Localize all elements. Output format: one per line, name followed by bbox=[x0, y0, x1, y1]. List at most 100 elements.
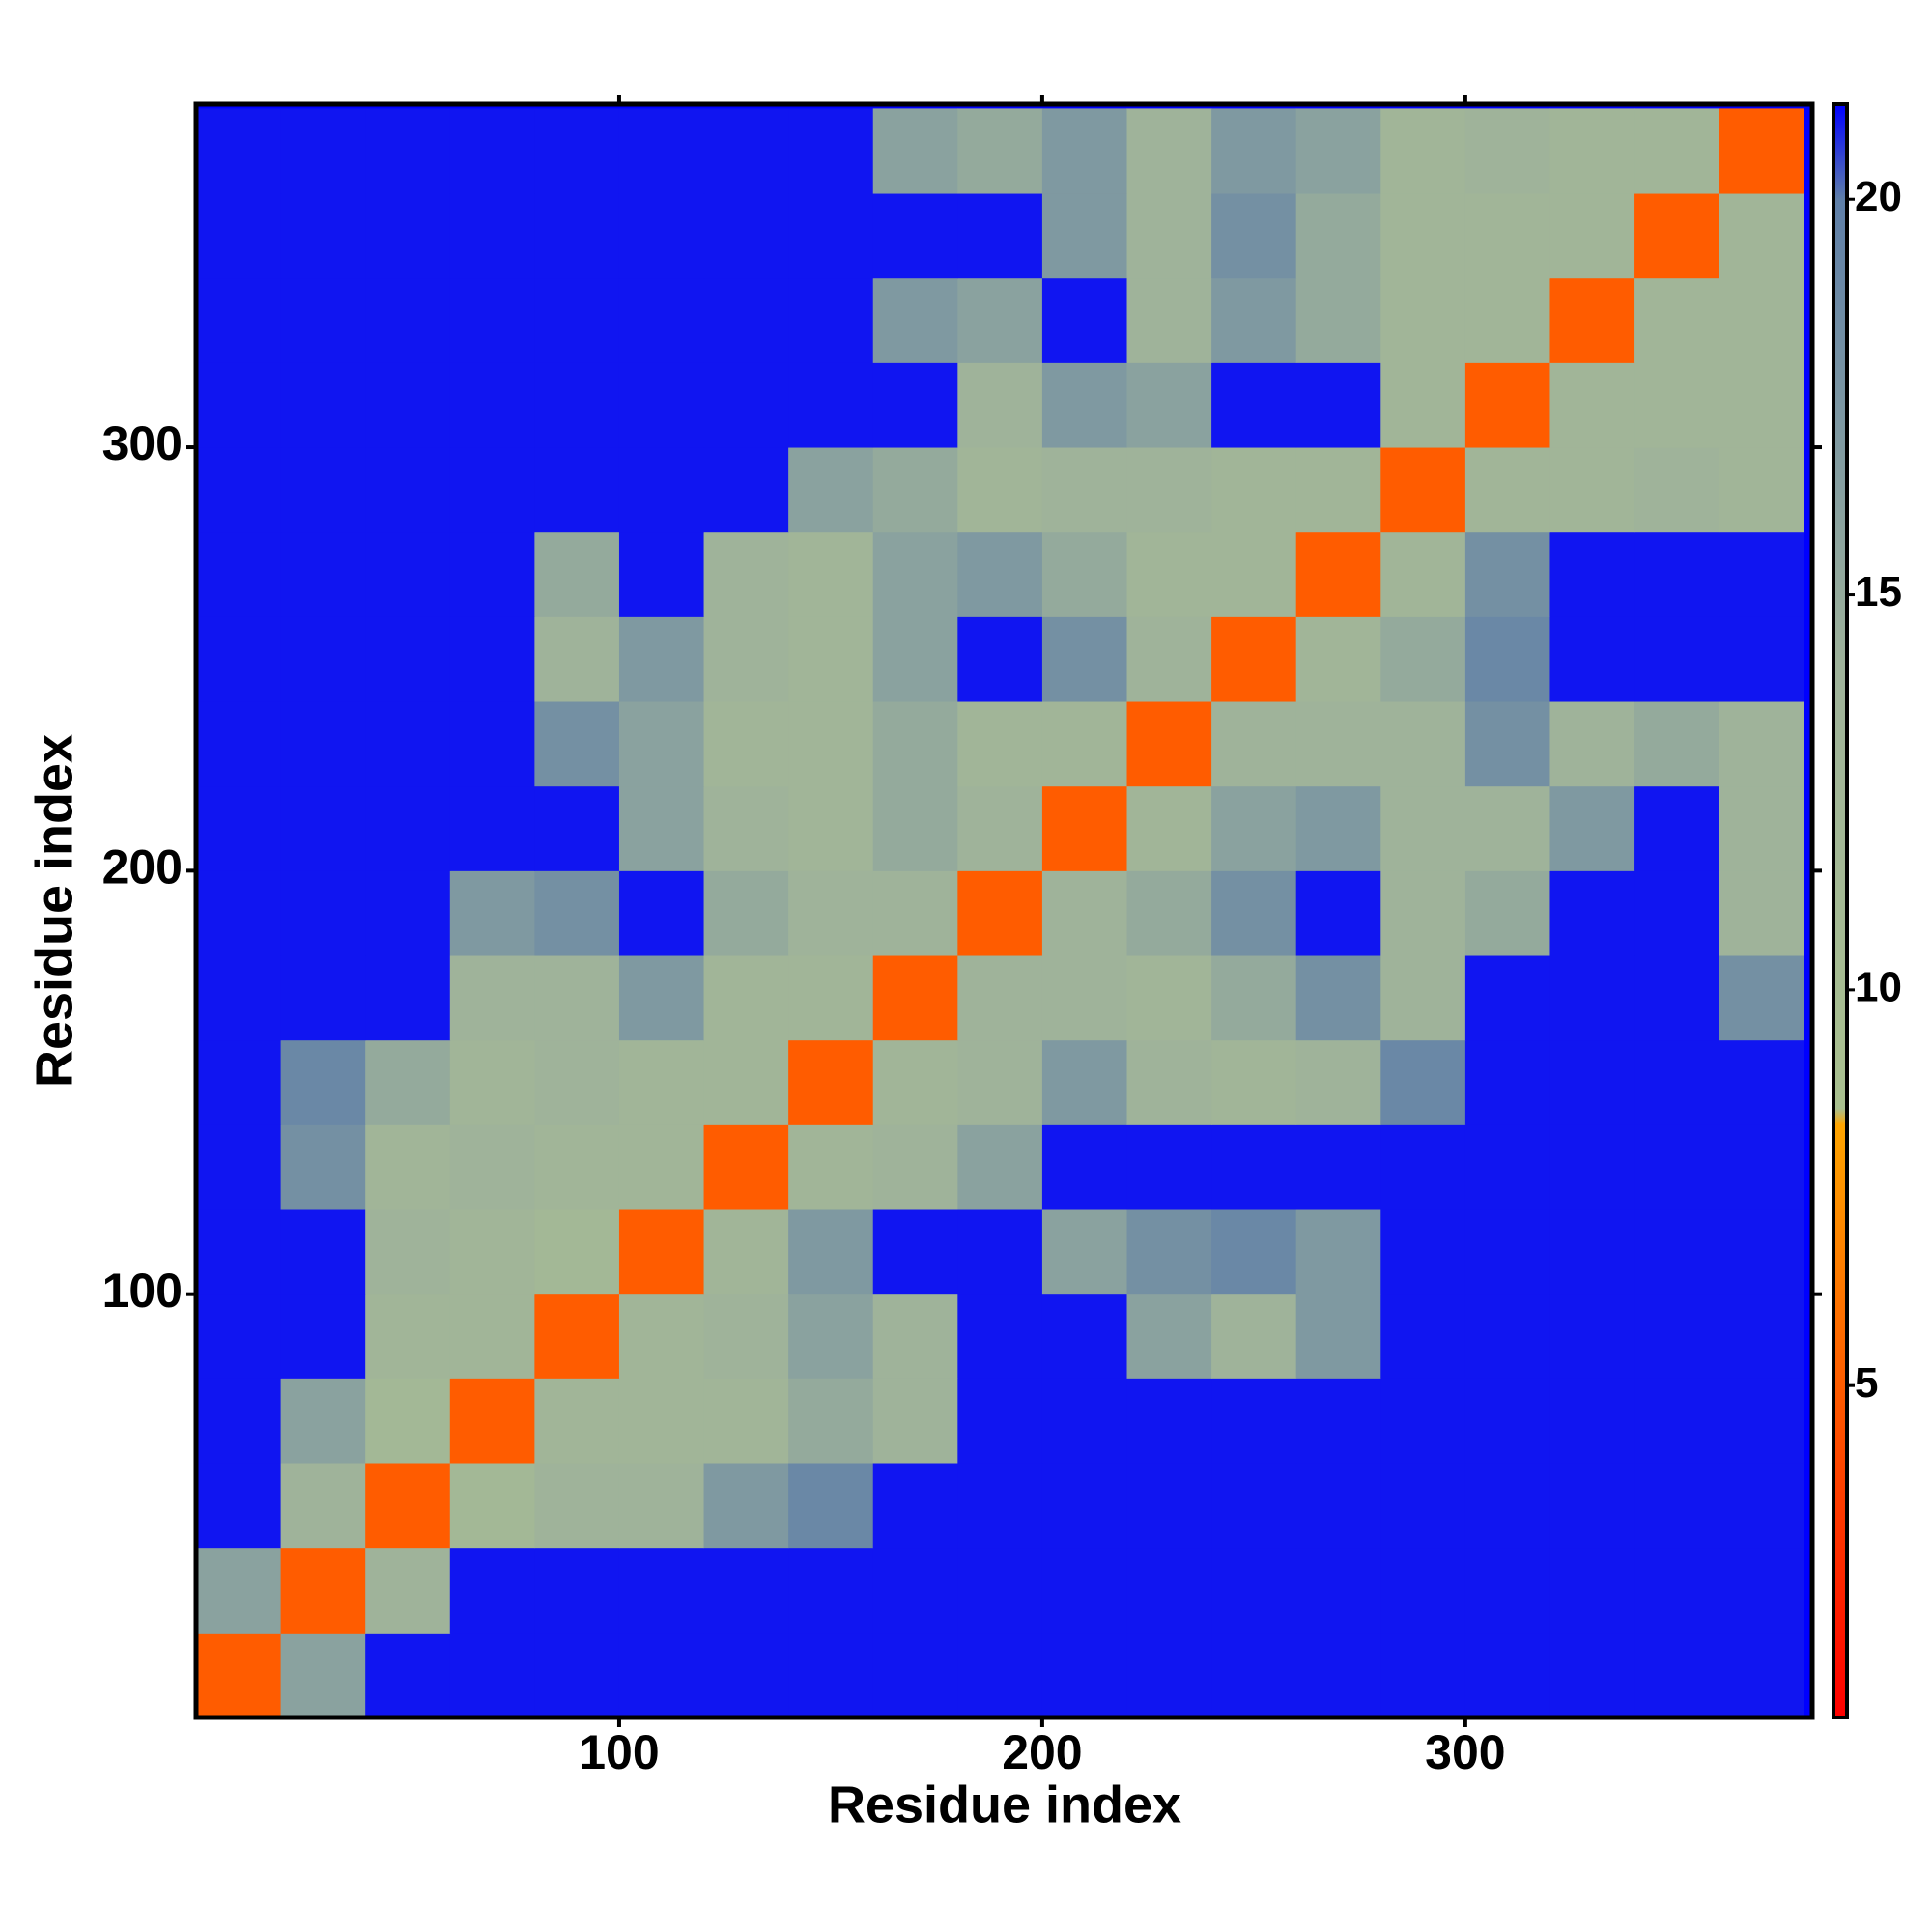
heatmap-cell bbox=[1634, 1209, 1720, 1295]
heatmap-cell bbox=[1380, 701, 1466, 787]
heatmap-cell bbox=[1041, 870, 1128, 956]
heatmap-cell bbox=[1380, 616, 1466, 702]
heatmap-cell bbox=[618, 193, 705, 279]
heatmap-cell bbox=[1380, 1039, 1466, 1125]
heatmap-cell bbox=[703, 362, 789, 448]
heatmap-cell bbox=[449, 447, 535, 533]
heatmap-cell bbox=[449, 277, 535, 363]
heatmap-cell bbox=[1380, 277, 1466, 363]
heatmap-cell bbox=[1549, 1548, 1635, 1634]
heatmap-cell bbox=[1464, 870, 1550, 956]
heatmap-cell bbox=[1549, 1293, 1635, 1379]
heatmap-cell bbox=[788, 1463, 874, 1549]
heatmap-cell bbox=[449, 785, 535, 871]
heatmap-cell bbox=[1041, 362, 1128, 448]
heatmap-cell bbox=[1549, 108, 1635, 194]
heatmap-cell bbox=[957, 362, 1043, 448]
heatmap-cell bbox=[618, 955, 705, 1041]
heatmap-cell bbox=[1041, 1039, 1128, 1125]
heatmap-cell bbox=[1295, 447, 1381, 533]
heatmap-cell bbox=[1634, 701, 1720, 787]
heatmap-cell bbox=[1380, 362, 1466, 448]
heatmap-cell bbox=[872, 362, 958, 448]
heatmap-cell bbox=[534, 193, 620, 279]
heatmap-cell bbox=[788, 1633, 874, 1719]
heatmap-cell bbox=[703, 785, 789, 871]
heatmap-cell bbox=[1041, 447, 1128, 533]
heatmap-cell bbox=[1295, 785, 1381, 871]
heatmap-cell bbox=[196, 1039, 282, 1125]
heatmap-cell bbox=[1549, 870, 1635, 956]
heatmap-cell bbox=[196, 1633, 282, 1719]
heatmap-cell bbox=[1211, 1293, 1297, 1379]
heatmap-cell bbox=[449, 193, 535, 279]
heatmap-cell bbox=[1549, 1124, 1635, 1210]
heatmap-cell bbox=[788, 447, 874, 533]
heatmap-cell bbox=[1464, 1633, 1550, 1719]
heatmap-cell bbox=[957, 193, 1043, 279]
heatmap-cell bbox=[788, 701, 874, 787]
heatmap-cell bbox=[280, 277, 366, 363]
heatmap-cell bbox=[1464, 277, 1550, 363]
heatmap-cell bbox=[365, 1039, 451, 1125]
heatmap-cell bbox=[449, 1463, 535, 1549]
heatmap-cell bbox=[1634, 108, 1720, 194]
heatmap-cell bbox=[872, 108, 958, 194]
heatmap-cell bbox=[280, 616, 366, 702]
heatmap-cell bbox=[280, 447, 366, 533]
heatmap-cell bbox=[872, 1548, 958, 1634]
heatmap-cell bbox=[1126, 193, 1212, 279]
y-tick-label: 100 bbox=[102, 1264, 183, 1318]
heatmap-cell bbox=[957, 447, 1043, 533]
heatmap-cell bbox=[1380, 1633, 1466, 1719]
heatmap-cell bbox=[1211, 1124, 1297, 1210]
heatmap-cell bbox=[1041, 701, 1128, 787]
heatmap-cell bbox=[1549, 193, 1635, 279]
heatmap-cell bbox=[534, 1293, 620, 1379]
heatmap-cell bbox=[280, 785, 366, 871]
colorbar-segment bbox=[1833, 199, 1847, 674]
heatmap-cell bbox=[1634, 362, 1720, 448]
heatmap-cell bbox=[1126, 531, 1212, 617]
heatmap-cell bbox=[534, 870, 620, 956]
heatmap-cell bbox=[1464, 1209, 1550, 1295]
heatmap-cell bbox=[872, 701, 958, 787]
heatmap-cell bbox=[1295, 1463, 1381, 1549]
heatmap-cell bbox=[1634, 870, 1720, 956]
heatmap-cell bbox=[1719, 277, 1804, 363]
heatmap-cell bbox=[1211, 955, 1297, 1041]
heatmap-cell bbox=[703, 870, 789, 956]
heatmap-cell bbox=[957, 531, 1043, 617]
heatmap-cell bbox=[1041, 785, 1128, 871]
heatmap-cell bbox=[365, 1293, 451, 1379]
heatmap-cell bbox=[1719, 1463, 1804, 1549]
heatmap-cell bbox=[1211, 785, 1297, 871]
heatmap-cell bbox=[196, 616, 282, 702]
heatmap-cell bbox=[618, 1124, 705, 1210]
heatmap-cell bbox=[788, 531, 874, 617]
heatmap-cell bbox=[365, 1124, 451, 1210]
heatmap-cell bbox=[703, 701, 789, 787]
heatmap-cell bbox=[1041, 1209, 1128, 1295]
heatmap-cell bbox=[280, 1463, 366, 1549]
heatmap-cell bbox=[1295, 955, 1381, 1041]
heatmap-cell bbox=[449, 955, 535, 1041]
heatmap-cell bbox=[1211, 701, 1297, 787]
heatmap-cell bbox=[280, 108, 366, 194]
heatmap-cell bbox=[788, 1378, 874, 1464]
heatmap-cell bbox=[1549, 1209, 1635, 1295]
colorbar-tick-label: 20 bbox=[1855, 173, 1902, 220]
heatmap-cell bbox=[365, 701, 451, 787]
heatmap-cell bbox=[618, 1039, 705, 1125]
heatmap-cell bbox=[1634, 1548, 1720, 1634]
heatmap-cell bbox=[788, 955, 874, 1041]
heatmap-cell bbox=[1211, 277, 1297, 363]
heatmap-cell bbox=[1464, 1378, 1550, 1464]
heatmap-cell bbox=[957, 1378, 1043, 1464]
heatmap-cell bbox=[1719, 193, 1804, 279]
heatmap-cell bbox=[618, 108, 705, 194]
heatmap-cell bbox=[534, 701, 620, 787]
heatmap-cell bbox=[196, 362, 282, 448]
heatmap-cell bbox=[703, 1124, 789, 1210]
